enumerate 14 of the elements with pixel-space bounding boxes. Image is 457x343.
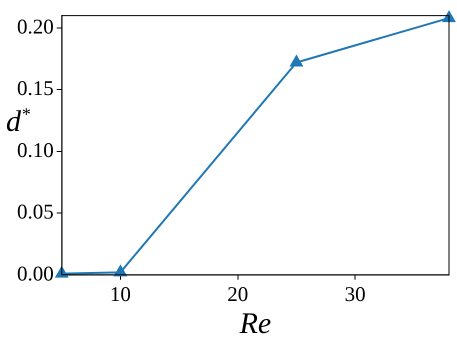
x-tick-label: 30 <box>344 282 366 306</box>
y-axis-title: d$^{*}$ <box>6 104 30 139</box>
point <box>114 265 127 276</box>
point <box>290 56 303 67</box>
x-tick-label: 10 <box>110 282 131 306</box>
y-tick-label: 0.00 <box>17 261 54 286</box>
y-tick-label: 0.10 <box>17 138 54 162</box>
y-tick-label: 0.05 <box>17 200 54 224</box>
point <box>56 266 68 278</box>
x-tick-label: 20 <box>227 282 248 306</box>
y-tick-label: 0.15 <box>17 76 54 100</box>
x-axis-title: Re <box>238 306 272 340</box>
point <box>442 11 456 22</box>
y-tick-label: 0.20 <box>17 14 54 38</box>
